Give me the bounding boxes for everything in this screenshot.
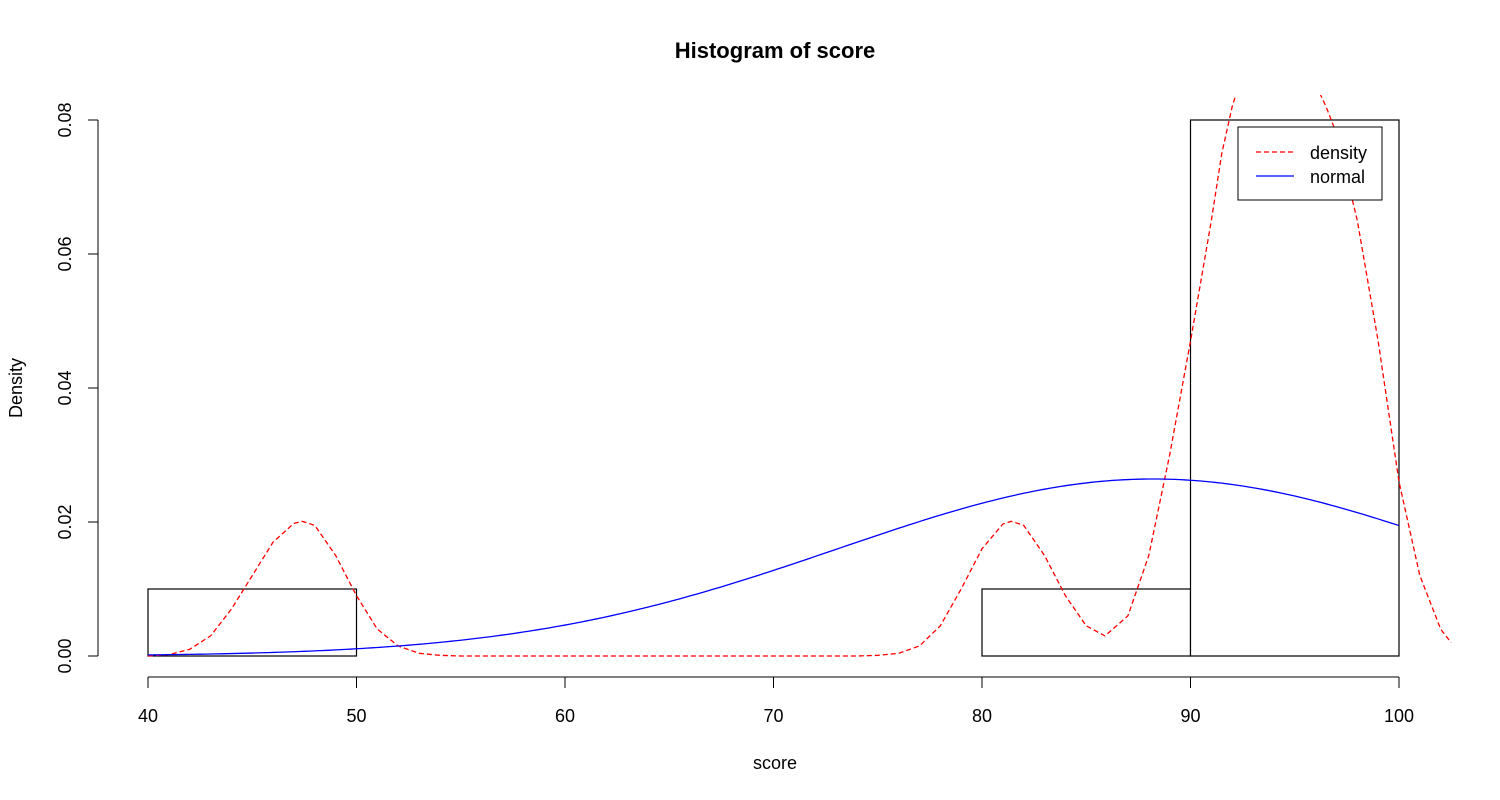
histogram-bar [1189,119,1400,657]
y-tick-label: 0.00 [55,638,75,673]
y-tick-label: 0.04 [55,370,75,405]
x-tick-label: 100 [1384,706,1414,726]
x-axis-ticks: 40 50 60 70 80 90 100 [138,677,1414,726]
y-tick-label: 0.06 [55,236,75,271]
x-tick-label: 90 [1180,706,1200,726]
density-curve [1319,95,1452,643]
legend-density-label: density [1310,143,1367,163]
density-curve [147,95,1237,657]
legend: density normal [1237,126,1383,201]
legend-normal-label: normal [1310,167,1365,187]
x-tick-label: 40 [138,706,158,726]
x-axis-label: score [753,753,797,773]
x-tick-label: 50 [346,706,366,726]
histogram-bar [981,588,1192,657]
histogram-bars [147,119,1400,657]
legend-box [1237,126,1383,201]
histogram-bar [147,588,358,657]
y-axis-ticks: 0.00 0.02 0.04 0.06 0.08 [55,102,98,674]
y-tick-label: 0.02 [55,504,75,539]
x-tick-label: 60 [555,706,575,726]
normal-curve [147,478,1400,656]
x-tick-label: 70 [763,706,783,726]
y-tick-label: 0.08 [55,102,75,137]
series-layer [147,95,1452,657]
chart-title: Histogram of score [675,38,876,63]
x-tick-label: 80 [972,706,992,726]
y-axis-label: Density [6,358,26,418]
